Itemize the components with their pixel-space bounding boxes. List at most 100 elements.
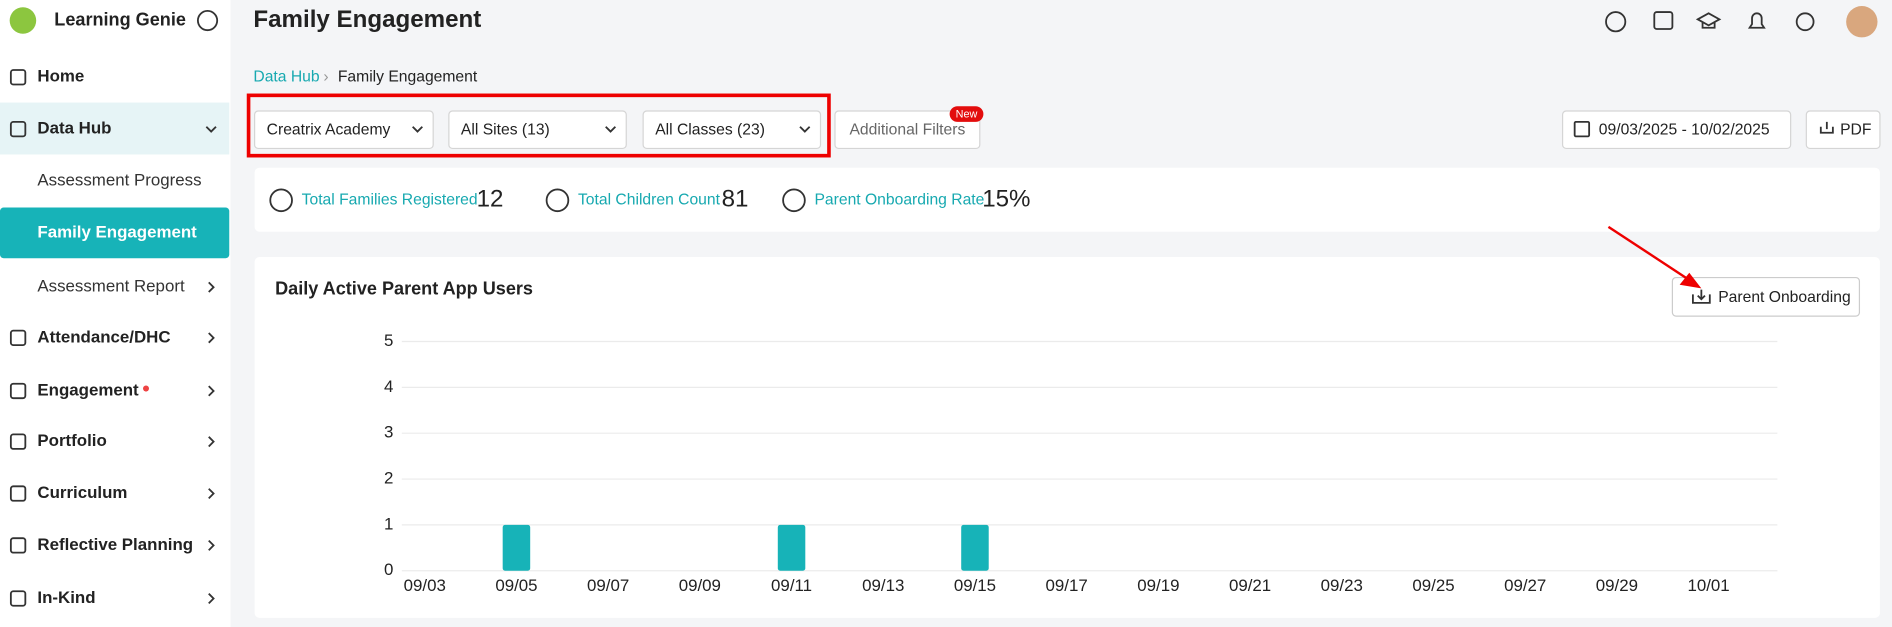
x-tick-label: 09/15 <box>954 576 996 595</box>
chevron <box>208 281 215 293</box>
stat-value: 12 <box>477 186 504 213</box>
export-button[interactable] <box>1671 276 1861 317</box>
filter-box[interactable] <box>642 110 822 150</box>
filter-box[interactable] <box>1561 110 1792 150</box>
dropdown-arrow <box>799 126 811 133</box>
logo <box>9 7 37 34</box>
x-tick-label: 09/05 <box>495 576 537 595</box>
nav-icon <box>9 382 27 400</box>
filter-box[interactable] <box>253 110 434 150</box>
bell-icon[interactable] <box>1747 12 1766 29</box>
new-badge-text: New <box>956 109 978 121</box>
nav-item[interactable]: Data Hub <box>37 119 111 138</box>
nav-item[interactable]: Reflective Planning <box>37 535 193 554</box>
page-title: Family Engagement <box>253 6 481 33</box>
stats-card <box>254 167 1880 232</box>
nav-item[interactable]: Portfolio <box>37 431 106 450</box>
badge-dot <box>142 385 150 392</box>
stat-value: 81 <box>722 186 749 213</box>
export-label[interactable]: Parent Onboarding <box>1718 289 1850 306</box>
chart-card <box>254 257 1880 618</box>
nav-item[interactable]: Assessment Report <box>37 277 185 296</box>
stat-label: Total Children Count <box>578 191 721 208</box>
avatar[interactable] <box>1846 6 1878 38</box>
nav-item[interactable]: Engagement <box>37 380 139 399</box>
x-tick-label: 09/29 <box>1596 576 1638 595</box>
y-tick-label: 1 <box>384 514 393 533</box>
collapse-button[interactable] <box>196 9 219 32</box>
x-tick-label: 09/03 <box>404 576 446 595</box>
chevron <box>208 593 215 604</box>
y-tick-label: 3 <box>384 423 393 442</box>
nav-icon <box>9 329 27 347</box>
filter-label[interactable]: All Sites (13) <box>461 121 550 138</box>
chevron <box>208 385 215 397</box>
stat-icon <box>269 188 293 213</box>
filter-box[interactable] <box>1805 110 1881 150</box>
download-icon <box>1692 289 1711 304</box>
nav-icon <box>9 120 27 138</box>
x-tick-label: 09/27 <box>1504 576 1546 595</box>
filter-label[interactable]: PDF <box>1840 121 1871 138</box>
filter-label[interactable]: Additional Filters <box>849 121 965 138</box>
nav-item[interactable]: Family Engagement <box>37 222 197 241</box>
nav-active <box>0 207 230 259</box>
dropdown-arrow <box>412 126 423 133</box>
arrowhead <box>1679 272 1702 289</box>
chart-title: Daily Active Parent App Users <box>275 278 533 298</box>
bar <box>777 524 806 571</box>
stat-value: 15% <box>982 186 1030 213</box>
x-tick-label: 09/11 <box>771 576 812 595</box>
y-tick-label: 0 <box>384 560 393 579</box>
x-tick-label: 09/19 <box>1137 576 1179 595</box>
nav-item[interactable]: Home <box>37 67 84 86</box>
stat-icon <box>545 188 570 213</box>
y-tick-label: 4 <box>384 377 393 396</box>
x-tick-label: 09/21 <box>1229 576 1271 595</box>
breadcrumb-separator: › <box>323 68 328 85</box>
nav-icon <box>9 433 27 450</box>
nav-item[interactable]: Attendance/DHC <box>37 327 170 346</box>
stat-label: Total Families Registered <box>302 191 478 208</box>
breadcrumb-link[interactable]: Data Hub <box>253 68 319 85</box>
chevron <box>208 332 215 344</box>
nav-item[interactable]: Assessment Progress <box>37 170 201 189</box>
download-icon <box>1819 121 1834 134</box>
nav-icon <box>9 537 27 554</box>
highlight-box <box>246 93 831 158</box>
x-tick-label: 10/01 <box>1687 576 1729 595</box>
filter-label[interactable]: All Classes (23) <box>655 121 765 138</box>
chevron <box>205 126 217 133</box>
chat-icon[interactable] <box>1605 11 1627 33</box>
nav-item[interactable]: Curriculum <box>37 483 127 502</box>
sidebar <box>0 0 231 627</box>
filter-box[interactable] <box>448 110 627 150</box>
message-icon[interactable] <box>1653 11 1674 30</box>
stat-label: Parent Onboarding Rate <box>814 191 984 208</box>
filter-label[interactable]: 09/03/2025 - 10/02/2025 <box>1599 121 1770 138</box>
chevron <box>208 539 215 551</box>
settings-icon[interactable] <box>1795 12 1815 32</box>
nav-icon <box>9 485 27 502</box>
y-tick-label: 2 <box>384 469 393 488</box>
calendar-icon <box>1573 120 1591 138</box>
filter-label[interactable]: Creatrix Academy <box>267 121 391 138</box>
new-badge <box>949 106 984 122</box>
nav-icon <box>9 590 27 607</box>
course-icon[interactable] <box>1695 12 1722 29</box>
x-tick-label: 09/07 <box>587 576 629 595</box>
nav-item[interactable]: In-Kind <box>37 588 95 607</box>
header-icons <box>1605 6 1878 38</box>
chevron <box>208 488 215 499</box>
x-tick-label: 09/09 <box>679 576 721 595</box>
arrow <box>1607 225 1690 281</box>
bar <box>961 524 989 571</box>
nav-icon <box>9 69 27 86</box>
x-tick-label: 09/17 <box>1046 576 1088 595</box>
brand: Learning Genie <box>54 9 186 29</box>
filter-box[interactable] <box>834 110 981 150</box>
nav-highlight <box>0 102 230 155</box>
dropdown-arrow <box>605 126 617 133</box>
